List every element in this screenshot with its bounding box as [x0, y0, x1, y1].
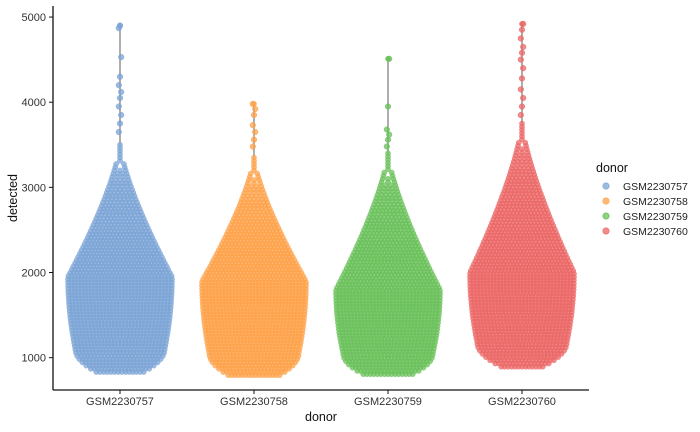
- violin-GSM2230758: [199, 100, 309, 379]
- violins: [65, 20, 577, 379]
- y-ticks: 1000 2000 3000 4000 5000: [22, 12, 53, 365]
- data-point: [420, 364, 427, 371]
- outlier-point: [250, 111, 258, 119]
- y-tick-label: 1000: [22, 353, 46, 365]
- data-point: [409, 371, 416, 377]
- outlier-point: [115, 103, 122, 110]
- y-tick-label: 5000: [22, 12, 46, 24]
- outlier-point: [252, 105, 259, 113]
- outlier-point: [118, 88, 125, 96]
- data-point: [117, 157, 123, 164]
- max-point: [385, 55, 391, 62]
- outlier-point: [115, 82, 122, 89]
- violin-GSM2230759: [333, 55, 443, 377]
- data-point: [140, 369, 147, 375]
- max-point: [251, 101, 257, 107]
- violin-GSM2230760: [467, 20, 577, 370]
- outlier-point: [116, 120, 124, 127]
- y-tick-label: 3000: [22, 182, 46, 194]
- y-tick-label: 2000: [22, 268, 46, 280]
- outlier-point: [118, 111, 125, 119]
- data-point: [276, 372, 283, 379]
- outlier-point: [250, 136, 258, 143]
- data-point: [281, 369, 288, 375]
- outlier-point: [386, 131, 393, 138]
- outlier-point: [384, 103, 392, 110]
- outlier-point: [384, 136, 392, 143]
- data-point: [146, 365, 152, 372]
- max-point: [117, 22, 123, 29]
- y-tick-label: 4000: [22, 97, 46, 109]
- outlier-point: [252, 128, 259, 136]
- outlier-point: [249, 143, 256, 150]
- outlier-point: [116, 94, 124, 102]
- outlier-point: [383, 143, 390, 150]
- data-point: [415, 368, 422, 374]
- outlier-point: [249, 122, 256, 129]
- data-point: [150, 362, 157, 369]
- outlier-point: [383, 126, 390, 133]
- violin-GSM2230757: [65, 22, 175, 375]
- outlier-point: [118, 54, 125, 61]
- outlier-point: [115, 128, 122, 136]
- data-point: [286, 365, 292, 372]
- outlier-point: [116, 73, 124, 80]
